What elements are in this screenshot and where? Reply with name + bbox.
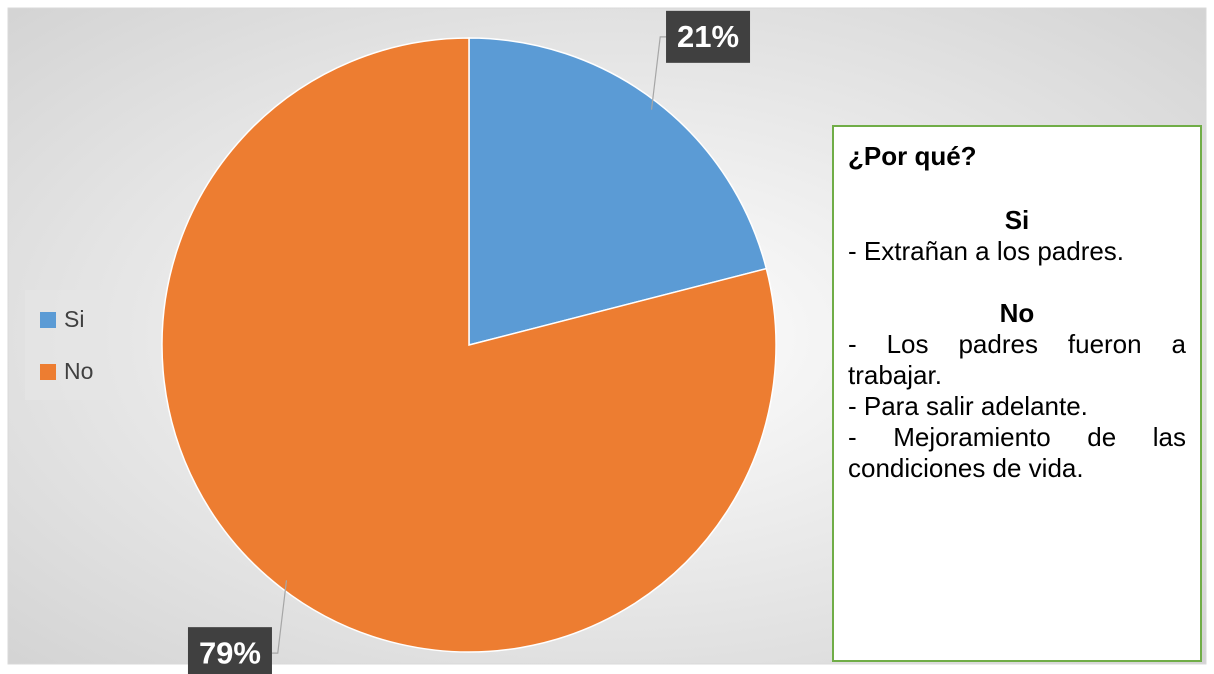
pie-slice [161,37,777,653]
annotation-section: Si - Extrañan a los padres. [848,205,1186,267]
leader-line [650,36,667,110]
annotation-title: ¿Por qué? [848,141,977,171]
legend-label: No [64,358,93,384]
annotation-item: - Para salir adelante. [848,391,1088,421]
annotation-heading: Si [1004,205,1030,235]
data-label-box [666,10,751,63]
legend-swatch [40,312,56,328]
legend-swatch [40,364,56,380]
legend-label: Si [64,306,84,332]
data-label: 79% [199,635,261,670]
annotation-item: - Mejoramiento de las condiciones de vid… [848,422,1186,483]
leader-line [271,580,288,654]
annotation-item: - Extrañan a los padres. [848,236,1125,266]
annotation-heading: No [999,298,1035,328]
pie-slice [468,37,768,346]
legend-box [25,290,113,400]
annotation-item: - Los padres fueron a trabajar. [848,329,1186,390]
annotation-section: No - Los padres fueron a trabajar. - Para … [848,298,1186,484]
annotation-box: ¿Por qué? Si - Extrañan a los padres. No - L… [832,125,1202,662]
data-label: 21% [677,19,739,54]
data-label-box [187,627,272,674]
